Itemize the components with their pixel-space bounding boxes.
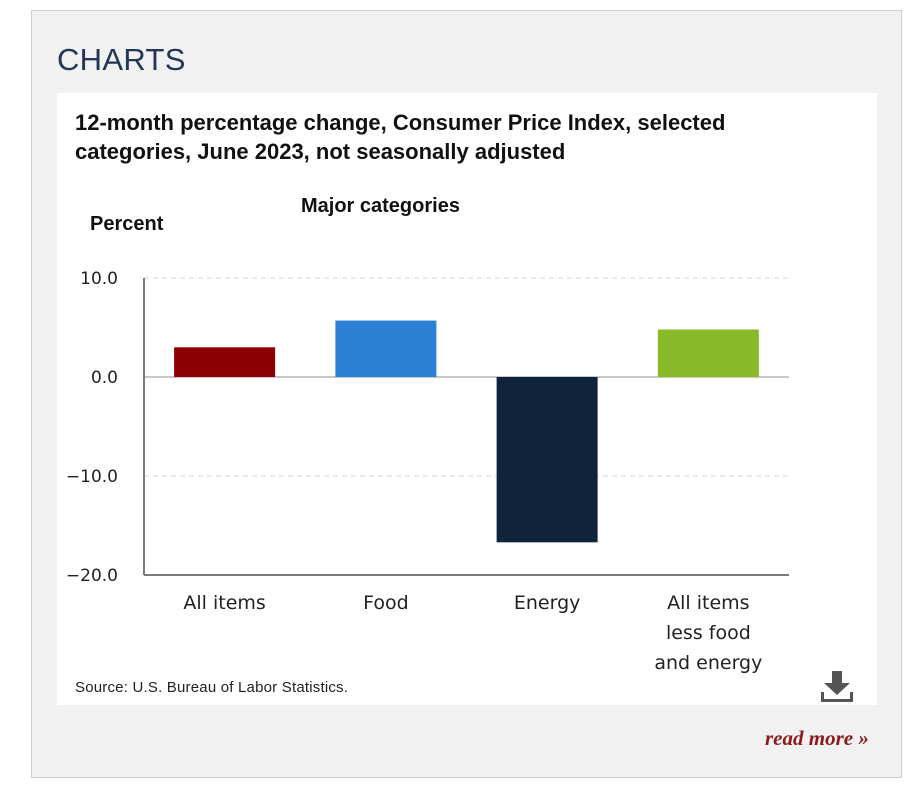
x-tick-label-line: Food [363, 592, 409, 614]
download-icon [821, 671, 853, 702]
x-tick-label: All items less food and energy [654, 592, 762, 674]
chart-source: Source: U.S. Bureau of Labor Statistics. [75, 679, 349, 696]
chart-card: 12-month percentage change, Consumer Pri… [57, 93, 877, 705]
x-tick-label-line: less food [666, 622, 751, 644]
section-title: CHARTS [57, 42, 186, 77]
x-tick-label: All items [183, 592, 265, 614]
bar [657, 329, 759, 377]
y-tick-label: 10.0 [80, 269, 118, 289]
bar-chart-plot: 10.0 0.0 −10.0 −20.0 All items Food Energy All … [66, 269, 789, 674]
read-more-link[interactable]: read more » [765, 726, 869, 750]
y-tick-label: −10.0 [66, 467, 118, 487]
bar [174, 347, 276, 377]
chart-title: 12-month percentage change, Consumer Pri… [75, 110, 726, 164]
download-button[interactable] [819, 661, 855, 703]
x-tick-label: Food [363, 592, 409, 614]
x-tick-label-line: Energy [514, 592, 581, 614]
bar [496, 377, 598, 543]
y-tick-label: −20.0 [66, 566, 118, 586]
x-tick-label-line: All items [667, 592, 749, 614]
bar [335, 320, 437, 377]
charts-panel: CHARTS 12-month percentage change, Consu… [31, 10, 902, 778]
y-axis-label: Percent [90, 213, 164, 235]
x-tick-label-line: All items [183, 592, 265, 614]
chart-subtitle: Major categories [301, 195, 460, 217]
y-tick-label: 0.0 [91, 368, 118, 388]
x-tick-label-line: and energy [654, 652, 762, 674]
x-tick-label: Energy [514, 592, 581, 614]
